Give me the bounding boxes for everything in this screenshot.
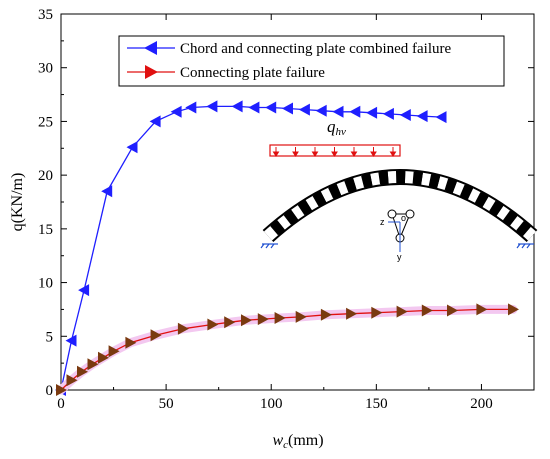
- series-point-2: [274, 312, 286, 324]
- series-point-2: [241, 314, 252, 327]
- series-point-1: [248, 101, 260, 114]
- y-tick-label: 20: [38, 168, 53, 184]
- series-line-1: [60, 105, 442, 391]
- series-point-2: [177, 322, 189, 335]
- y-tick-label: 5: [46, 329, 54, 345]
- x-tick-label: 100: [260, 396, 283, 412]
- series-point-2: [447, 304, 458, 317]
- series-point-1: [149, 115, 161, 128]
- y-tick-label: 35: [38, 7, 53, 23]
- inset-axis-o: o: [401, 213, 406, 223]
- series-point-1: [332, 105, 344, 118]
- series-layer: [55, 100, 519, 396]
- left-support-icon: [260, 243, 278, 249]
- series-point-1: [399, 109, 411, 121]
- series-point-2: [224, 316, 236, 329]
- series-point-1: [185, 101, 197, 114]
- series-point-1: [416, 110, 428, 123]
- load-arrow-head: [272, 151, 280, 157]
- y-axis-title: q(KN/m): [9, 173, 26, 232]
- series-point-2: [396, 305, 408, 318]
- y-tick-label: 10: [38, 276, 53, 292]
- series-point-2: [56, 384, 67, 396]
- series-point-1: [435, 111, 447, 124]
- series-point-2: [87, 358, 99, 371]
- load-annotation-main: q: [327, 117, 336, 136]
- legend-box: [118, 35, 505, 87]
- series-point-1: [265, 101, 277, 114]
- series-point-1: [231, 100, 243, 113]
- series-point-2: [150, 329, 162, 342]
- series-point-1: [315, 104, 327, 117]
- series-point-2: [98, 351, 109, 364]
- series-point-2: [125, 336, 137, 349]
- x-tick-label: 0: [57, 396, 65, 412]
- series-point-2: [66, 374, 78, 387]
- series-point-1: [78, 284, 90, 297]
- series-point-1: [126, 141, 138, 154]
- series-point-2: [508, 303, 519, 316]
- series-point-2: [108, 345, 120, 358]
- legend-label-1: Chord and connecting plate combined fail…: [180, 41, 451, 57]
- series-point-2: [346, 307, 358, 320]
- legend-marker-2: [145, 65, 158, 79]
- distributed-load-icon: [269, 144, 401, 157]
- series-point-1: [65, 334, 77, 347]
- y-tick-label: 30: [38, 61, 53, 77]
- series-point-1: [298, 103, 310, 116]
- series-point-1: [366, 106, 378, 119]
- x-axis-title: wc(mm): [272, 432, 323, 451]
- series-point-2: [295, 310, 307, 323]
- x-axis-title-sub: c: [283, 439, 288, 451]
- load-arrow-head: [331, 151, 338, 157]
- arch-structure-icon: [260, 169, 538, 249]
- load-arrow-head: [370, 151, 377, 157]
- load-arrow-head: [389, 151, 397, 157]
- series-point-1: [101, 185, 113, 198]
- inset-axis-z: z: [380, 217, 385, 227]
- y-tick-label: 0: [46, 383, 54, 399]
- series-point-1: [382, 107, 394, 120]
- series-band: [56, 304, 518, 395]
- load-annotation: qhv: [327, 117, 346, 138]
- series-point-2: [476, 303, 488, 316]
- x-tick-label: 200: [470, 396, 493, 412]
- right-support-icon: [516, 243, 534, 249]
- series-point-1: [170, 105, 182, 118]
- series-point-1: [282, 102, 293, 115]
- series-point-1: [206, 100, 218, 113]
- legend-marker-1: [144, 41, 157, 55]
- series-point-2: [257, 313, 269, 326]
- x-tick-label: 50: [159, 396, 174, 412]
- x-tick-label: 150: [365, 396, 388, 412]
- load-arrow-head: [311, 151, 319, 157]
- series-point-2: [77, 365, 88, 378]
- series-point-2: [207, 318, 219, 331]
- legend-label-2: Connecting plate failure: [180, 65, 325, 81]
- series-point-1: [349, 105, 361, 118]
- load-annotation-sub: hv: [336, 126, 347, 138]
- legend: Chord and connecting plate combined fail…: [118, 35, 505, 87]
- x-axis-title-main: w: [272, 432, 283, 449]
- series-point-2: [371, 306, 383, 319]
- x-axis-title-unit: (mm): [288, 432, 324, 449]
- series-point-2: [320, 308, 332, 321]
- load-arrow-head: [292, 151, 299, 157]
- y-tick-label: 15: [38, 222, 53, 238]
- y-tick-label: 25: [38, 114, 53, 130]
- inset-axis-y: y: [397, 252, 402, 262]
- series-point-2: [421, 304, 433, 317]
- load-arrow-head: [350, 151, 358, 157]
- cross-section-icon: z o y: [380, 209, 415, 262]
